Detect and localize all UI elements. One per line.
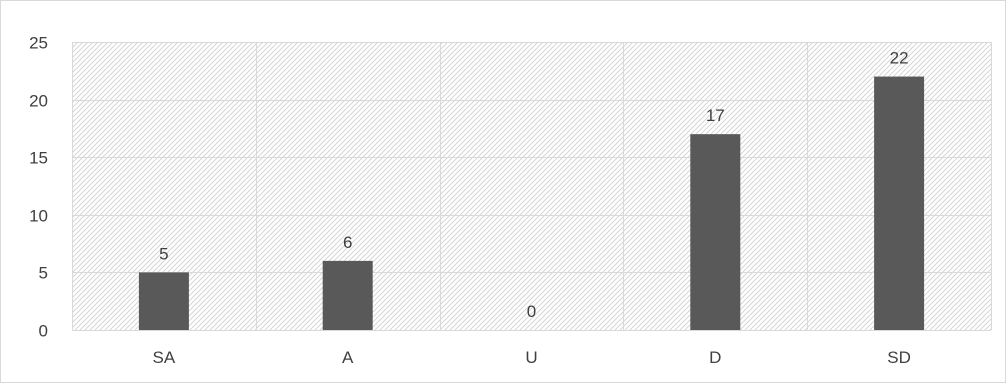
- x-tick-label-sd: SD: [887, 348, 911, 367]
- data-label-sd: 22: [890, 49, 909, 68]
- y-axis-ticks: 0 5 10 15 20 25: [29, 34, 48, 341]
- data-label-u: 0: [527, 302, 536, 321]
- y-tick-label: 10: [29, 207, 48, 226]
- x-tick-label-u: U: [525, 348, 537, 367]
- data-labels: 5 6 0 17 22: [159, 49, 908, 321]
- y-tick-label: 5: [39, 264, 48, 283]
- bars: [138, 76, 925, 330]
- data-label-a: 6: [343, 233, 352, 252]
- bar-sa: [138, 272, 189, 330]
- x-tick-label-d: D: [709, 348, 721, 367]
- y-tick-label: 0: [39, 322, 48, 341]
- bar-d: [690, 134, 741, 330]
- data-label-sa: 5: [159, 244, 168, 263]
- x-tick-label-a: A: [342, 348, 354, 367]
- gridlines: [72, 42, 992, 331]
- plot-area: [72, 42, 991, 330]
- x-tick-label-sa: SA: [153, 348, 176, 367]
- bar-sd: [874, 76, 925, 330]
- y-tick-label: 20: [29, 92, 48, 111]
- data-label-d: 17: [706, 106, 725, 125]
- bar-a: [322, 260, 373, 330]
- x-axis-ticks: SA A U D SD: [153, 348, 911, 367]
- y-tick-label: 25: [29, 34, 48, 53]
- y-tick-label: 15: [29, 149, 48, 168]
